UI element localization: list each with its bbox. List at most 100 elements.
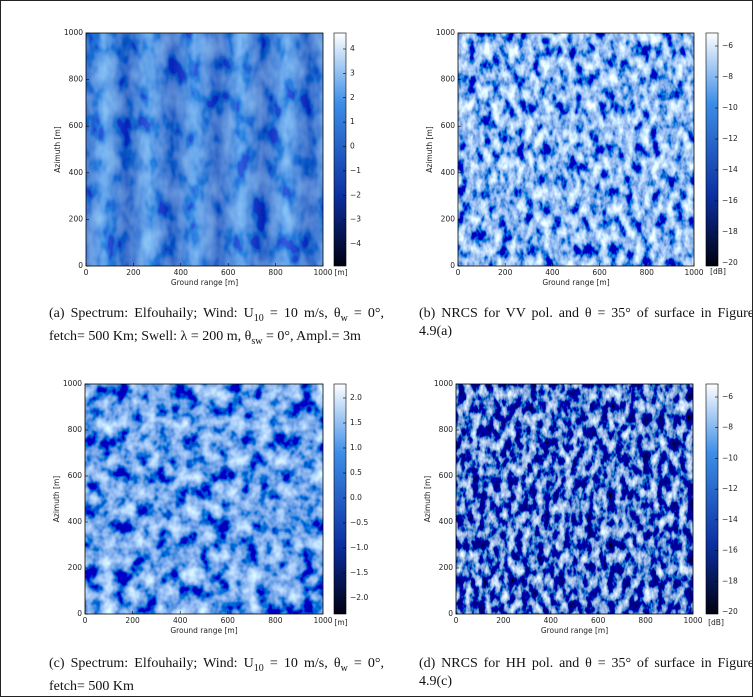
caption: (a) Spectrum: Elfouhaily; Wind: U10 = 10… bbox=[49, 305, 384, 351]
x-tick-label: 600 bbox=[591, 616, 606, 625]
colorbar bbox=[333, 32, 347, 267]
x-tick-label: 1000 bbox=[313, 616, 332, 625]
x-tick-label: 200 bbox=[125, 616, 140, 625]
image-frame bbox=[84, 383, 324, 615]
colorbar-tick-label: −18 bbox=[722, 227, 738, 236]
y-tick-label: 200 bbox=[69, 214, 84, 223]
y-tick-label: 200 bbox=[439, 563, 454, 572]
colorbar-tick-label: −12 bbox=[722, 484, 738, 493]
caption: (b) NRCS for VV pol. and θ = 35° of surf… bbox=[419, 305, 753, 341]
colorbar bbox=[705, 32, 719, 267]
caption: (c) Spectrum: Elfouhaily; Wind: U10 = 10… bbox=[49, 655, 384, 696]
colorbar-tick-label: −16 bbox=[722, 196, 738, 205]
colorbar-tick-label: −10 bbox=[722, 103, 738, 112]
x-tick-label: 200 bbox=[126, 268, 141, 277]
y-tick-label: 600 bbox=[441, 121, 456, 130]
y-tick-label: 400 bbox=[69, 168, 84, 177]
colorbar-tick-label: −16 bbox=[722, 546, 738, 555]
x-tick-label: 400 bbox=[174, 268, 189, 277]
caption-subscript: w bbox=[340, 662, 348, 674]
colorbar-unit: [dB] bbox=[708, 618, 724, 627]
colorbar-tick-label: −8 bbox=[722, 423, 733, 432]
y-tick-label: 600 bbox=[69, 121, 84, 130]
y-tick-label: 1000 bbox=[434, 379, 453, 388]
colorbar-tick-label: −2 bbox=[350, 190, 361, 199]
caption-text: (b) NRCS for VV pol. and θ = 35° of surf… bbox=[419, 306, 753, 339]
colorbar-tick-label: 1.0 bbox=[350, 443, 362, 452]
caption-text: = 0°, fetch= 500 Km; Swell: λ = 200 m, θ bbox=[49, 306, 385, 344]
colorbar-unit: [dB] bbox=[710, 267, 726, 276]
x-tick-label: 800 bbox=[268, 616, 283, 625]
y-tick-label: 0 bbox=[78, 261, 83, 270]
colorbar-unit: [m] bbox=[334, 618, 347, 627]
y-tick-label: 0 bbox=[77, 609, 82, 618]
image-frame bbox=[85, 32, 324, 267]
colorbar-unit: [m] bbox=[334, 268, 347, 277]
x-tick-label: 800 bbox=[640, 268, 655, 277]
x-tick-label: 600 bbox=[221, 268, 236, 277]
colorbar bbox=[705, 383, 719, 615]
x-tick-label: 0 bbox=[83, 616, 88, 625]
x-tick-label: 1000 bbox=[683, 616, 702, 625]
colorbar-tick-label: 4 bbox=[350, 44, 355, 53]
x-tick-label: 400 bbox=[173, 616, 188, 625]
caption-subscript: w bbox=[340, 312, 348, 324]
colorbar-tick-label: −1.0 bbox=[350, 543, 368, 552]
y-tick-label: 600 bbox=[439, 471, 454, 480]
x-tick-label: 400 bbox=[544, 616, 559, 625]
colorbar-tick-label: 0.5 bbox=[350, 468, 362, 477]
x-tick-label: 1000 bbox=[313, 268, 332, 277]
colorbar-tick-label: −3 bbox=[350, 215, 361, 224]
x-axis-label: Ground range [m] bbox=[170, 626, 237, 635]
y-tick-label: 1000 bbox=[63, 379, 82, 388]
y-tick-label: 0 bbox=[448, 609, 453, 618]
caption-text: (d) NRCS for HH pol. and θ = 35° of surf… bbox=[419, 656, 753, 689]
y-tick-label: 800 bbox=[68, 425, 83, 434]
colorbar-tick-label: 0.0 bbox=[350, 493, 362, 502]
caption-text: = 0°, fetch= 500 Km bbox=[49, 656, 385, 694]
colorbar-tick-label: −18 bbox=[722, 576, 738, 585]
caption-subscript: 10 bbox=[253, 312, 264, 324]
y-tick-label: 800 bbox=[69, 75, 84, 84]
caption-text: = 10 m/s, θ bbox=[263, 656, 341, 671]
colorbar-tick-label: −0.5 bbox=[350, 518, 368, 527]
caption: (d) NRCS for HH pol. and θ = 35° of surf… bbox=[419, 655, 753, 691]
caption-text: (a) Spectrum: Elfouhaily; Wind: U bbox=[49, 306, 254, 321]
colorbar-tick-label: −12 bbox=[722, 134, 738, 143]
y-tick-label: 400 bbox=[441, 168, 456, 177]
x-axis-label: Ground range [m] bbox=[542, 278, 609, 287]
y-axis-label: Azimuth [m] bbox=[53, 126, 62, 173]
colorbar-tick-label: −10 bbox=[722, 453, 738, 462]
x-axis-label: Ground range [m] bbox=[541, 626, 608, 635]
x-tick-label: 800 bbox=[268, 268, 283, 277]
x-tick-label: 200 bbox=[498, 268, 513, 277]
caption-subscript: 10 bbox=[253, 662, 264, 674]
x-tick-label: 0 bbox=[454, 616, 459, 625]
colorbar-tick-label: −20 bbox=[722, 258, 738, 267]
y-tick-label: 200 bbox=[68, 563, 83, 572]
x-tick-label: 0 bbox=[84, 268, 89, 277]
x-tick-label: 200 bbox=[496, 616, 511, 625]
caption-text: = 0°, Ampl.= 3m bbox=[262, 328, 361, 344]
colorbar-tick-label: −1 bbox=[350, 166, 361, 175]
x-tick-label: 1000 bbox=[684, 268, 703, 277]
x-tick-label: 400 bbox=[545, 268, 560, 277]
x-axis-label: Ground range [m] bbox=[171, 278, 238, 287]
caption-subscript: sw bbox=[251, 335, 263, 347]
y-tick-label: 1000 bbox=[64, 28, 83, 37]
colorbar-tick-label: −8 bbox=[722, 72, 733, 81]
colorbar-tick-label: 1 bbox=[350, 117, 355, 126]
y-tick-label: 400 bbox=[439, 517, 454, 526]
x-tick-label: 800 bbox=[638, 616, 653, 625]
y-axis-label: Azimuth [m] bbox=[425, 126, 434, 173]
colorbar-tick-label: −2.0 bbox=[350, 593, 368, 602]
image-frame bbox=[455, 383, 694, 615]
y-tick-label: 0 bbox=[450, 261, 455, 270]
colorbar-tick-label: −6 bbox=[722, 392, 733, 401]
y-tick-label: 200 bbox=[441, 214, 456, 223]
y-tick-label: 600 bbox=[68, 471, 83, 480]
caption-text: (c) Spectrum: Elfouhaily; Wind: U bbox=[49, 656, 254, 671]
image-texture bbox=[458, 33, 694, 266]
